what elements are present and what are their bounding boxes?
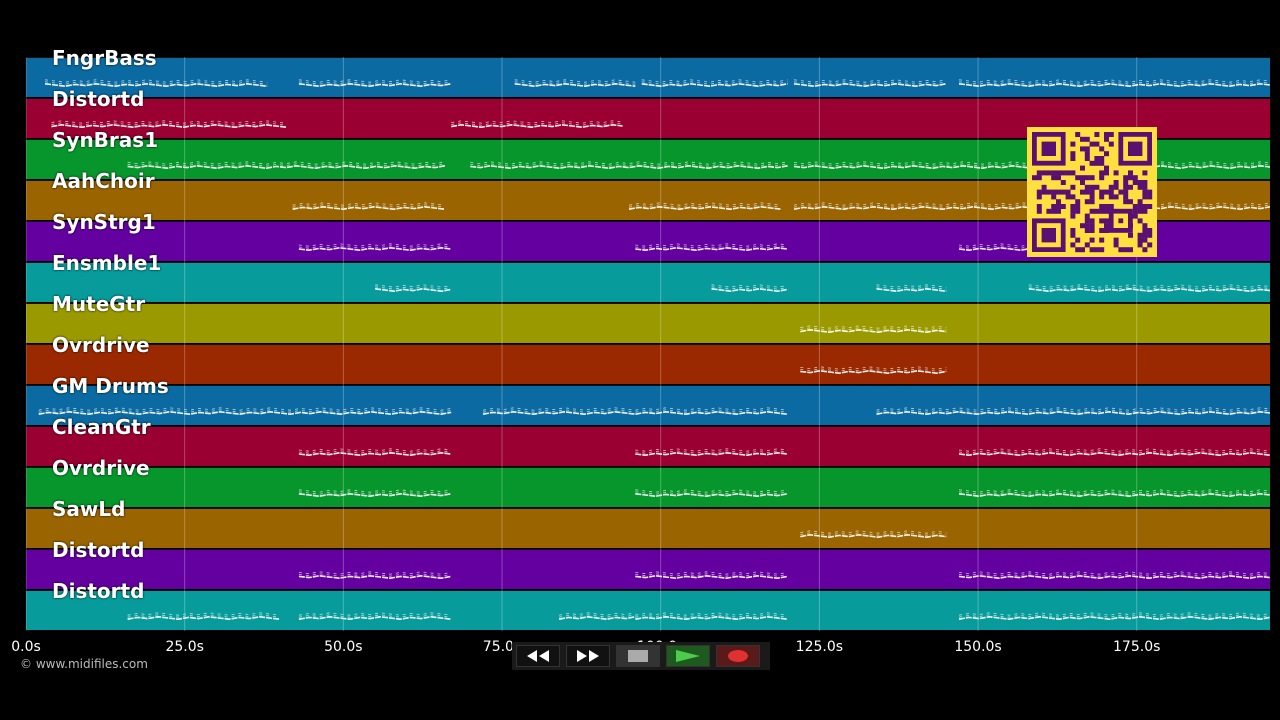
time-tick-label: 75.0s [482,639,522,655]
track-label: SynBras1 [52,128,159,152]
track-lane: GM Drums [26,374,1270,425]
time-tick-label: 0.0s [11,639,41,655]
track-label: SawLd [52,497,126,521]
time-tick-label: 175.0s [1113,639,1161,655]
track-label: FngrBass [52,46,157,70]
track-lane: Ensmble1 [26,251,1270,302]
track-lane: Distortd [26,579,1270,630]
copyright-text: © www.midifiles.com [20,657,148,671]
fast-forward-button[interactable] [566,645,610,667]
track-label: CleanGtr [52,415,151,439]
time-tick-label: 125.0s [795,639,844,655]
track-lane: SawLd [26,497,1270,548]
time-tick-label: 150.0s [954,639,1002,655]
qr-pattern [1032,132,1153,253]
stop-button[interactable] [616,645,660,667]
track-label: Ensmble1 [52,251,162,275]
track-label: Distortd [52,538,145,562]
track-lane: Ovrdrive [26,456,1270,507]
track-label: SynStrg1 [52,210,156,234]
rewind-icon [527,650,549,662]
play-button[interactable] [666,645,710,667]
rewind-button[interactable] [516,645,560,667]
time-tick-label: 25.0s [165,639,204,655]
transport-controls [512,642,770,670]
track-label: MuteGtr [52,292,146,316]
track-lane: Ovrdrive [26,333,1270,384]
track-label: GM Drums [52,374,169,398]
qr-code-icon [1027,127,1157,257]
track-label: Ovrdrive [52,333,150,357]
track-label: Distortd [52,579,145,603]
time-tick-label: 50.0s [324,639,363,655]
record-icon [728,650,748,662]
fast-forward-icon [577,650,599,662]
record-button[interactable] [716,645,760,667]
track-label: Ovrdrive [52,456,150,480]
track-lane: CleanGtr [26,415,1270,466]
track-label: AahChoir [52,169,155,193]
stop-icon [628,650,648,662]
track-lane: FngrBass [26,46,1270,97]
play-icon [676,650,700,662]
track-lane: Distortd [26,538,1270,589]
track-label: Distortd [52,87,145,111]
track-lane: MuteGtr [26,292,1270,343]
